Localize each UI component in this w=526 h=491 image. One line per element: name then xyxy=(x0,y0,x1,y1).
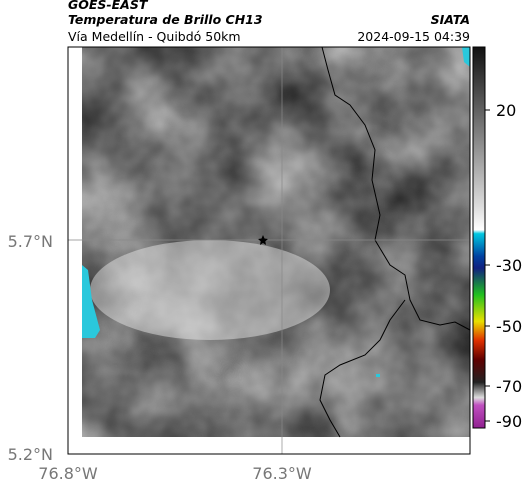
map: 5.7°N 5.2°N 76.8°W 76.3°W xyxy=(8,46,471,483)
warm-area xyxy=(90,240,330,340)
border xyxy=(319,46,471,438)
colorbar-label: -30 xyxy=(496,256,522,275)
lat-label: 5.7°N xyxy=(8,232,53,251)
title: Temperatura de Brillo CH13 xyxy=(68,12,263,27)
header: GOES-EAST Temperatura de Brillo CH13 Vía… xyxy=(68,0,470,44)
cold-patch xyxy=(82,265,100,338)
cold-patch xyxy=(376,374,380,377)
cloud-texture xyxy=(82,47,470,437)
lon-label: 76.3°W xyxy=(252,464,312,483)
colorbar-label: -90 xyxy=(496,412,522,431)
colorbar-label: -70 xyxy=(496,377,522,396)
org: SIATA xyxy=(431,12,470,27)
colorbar-label: -50 xyxy=(496,317,522,336)
location-star xyxy=(258,235,268,245)
colorbar: 20 -30 -50 -70 -90 xyxy=(472,46,522,431)
lat-label: 5.2°N xyxy=(8,445,53,464)
colorbar-scale xyxy=(472,46,486,429)
frame xyxy=(67,46,471,455)
timestamp: 2024-09-15 04:39 xyxy=(357,29,470,44)
cold-patch xyxy=(462,47,470,67)
colorbar-label: 20 xyxy=(496,101,516,120)
lon-label: 76.8°W xyxy=(38,464,98,483)
source: GOES-EAST xyxy=(68,0,149,12)
subtitle: Vía Medellín - Quibdó 50km xyxy=(68,29,241,44)
